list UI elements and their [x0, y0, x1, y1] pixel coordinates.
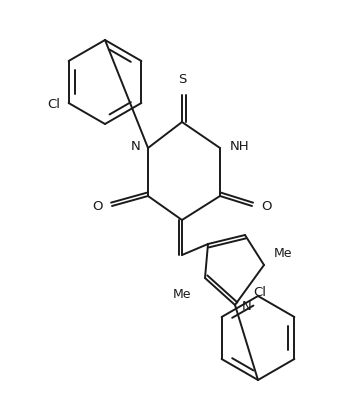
Text: S: S: [178, 73, 186, 86]
Text: Me: Me: [172, 288, 191, 301]
Text: O: O: [261, 200, 272, 213]
Text: Cl: Cl: [47, 98, 61, 111]
Text: N: N: [242, 300, 252, 314]
Text: O: O: [92, 200, 103, 213]
Text: NH: NH: [230, 140, 250, 154]
Text: N: N: [131, 140, 141, 154]
Text: Me: Me: [274, 247, 292, 260]
Text: Cl: Cl: [253, 286, 267, 299]
